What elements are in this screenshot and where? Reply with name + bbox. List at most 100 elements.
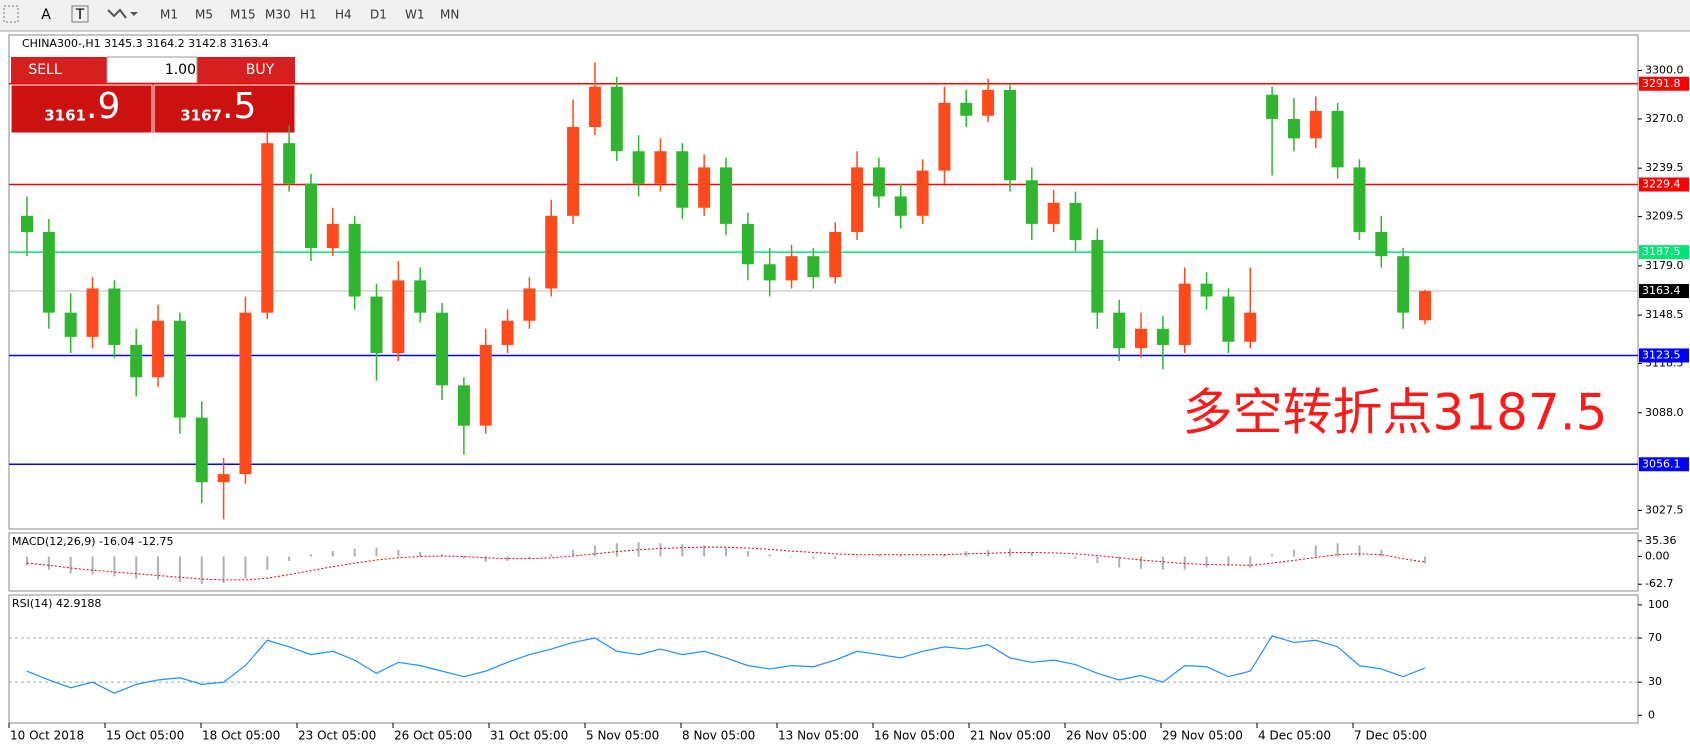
x-tick-label: 21 Nov 05:00: [970, 729, 1051, 743]
trade-panel: SELL BUY 1.00 3161 .9 3167 .5: [10, 56, 296, 134]
candle-body: [1025, 180, 1038, 224]
x-tick-label: 5 Nov 05:00: [586, 729, 659, 743]
candle-body: [1069, 202, 1082, 241]
rsi-tick-label: 70: [1648, 631, 1662, 644]
level-tag: [1639, 348, 1689, 363]
lot-value: 1.00: [165, 62, 196, 78]
sell-price-pip: .9: [86, 86, 120, 127]
candle-body: [720, 167, 732, 224]
x-tick-label: 26 Oct 05:00: [394, 729, 472, 743]
candle-body: [545, 215, 558, 289]
x-tick-label: 16 Nov 05:00: [874, 729, 955, 743]
buy-price-box[interactable]: [153, 84, 296, 134]
shapes-icon[interactable]: [107, 8, 127, 19]
buy-label: BUY: [246, 62, 275, 78]
x-tick-label: 10 Oct 2018: [10, 729, 84, 743]
crosshair-icon[interactable]: [3, 5, 19, 23]
toolbar: [0, 0, 1690, 31]
toolbar-button[interactable]: A: [41, 7, 51, 23]
candle-body: [632, 151, 645, 184]
candle-body: [916, 170, 929, 216]
level-tag: [1639, 76, 1689, 91]
timeframe-button[interactable]: M30: [265, 8, 291, 22]
candle-body: [741, 223, 754, 265]
candle-body: [1047, 202, 1060, 224]
buy-button[interactable]: [197, 57, 295, 83]
candle-body: [807, 256, 820, 278]
candle-body: [457, 385, 470, 426]
timeframe-button[interactable]: H1: [300, 8, 317, 22]
candle-body: [501, 320, 514, 345]
timeframe-button[interactable]: MN: [440, 8, 459, 22]
y-tick-label: 3179.0: [1645, 259, 1684, 272]
candle-body: [1200, 283, 1213, 297]
candle-body: [676, 151, 689, 208]
candle-body: [130, 344, 143, 378]
x-tick-label: 13 Nov 05:00: [778, 729, 859, 743]
candle-body: [436, 312, 449, 386]
candle-body: [108, 288, 121, 345]
candle-body: [763, 264, 776, 281]
candle-body: [21, 215, 33, 232]
candle-body: [982, 89, 995, 116]
macd-signal: [26, 546, 1426, 581]
dropdown-arrow[interactable]: [130, 12, 138, 16]
timeframe-button[interactable]: W1: [405, 8, 425, 22]
timeframe-button[interactable]: M1: [160, 8, 178, 22]
macd-tick-label: 0.00: [1645, 549, 1670, 562]
x-tick-label: 31 Oct 05:00: [490, 729, 568, 743]
level-label: 3123.5: [1642, 348, 1681, 361]
x-tick-label: 29 Nov 05:00: [1162, 729, 1243, 743]
sell-price-box[interactable]: [10, 84, 153, 134]
rsi-tick-label: 0: [1648, 708, 1655, 721]
candle-body: [1287, 118, 1300, 139]
candle-body: [392, 280, 405, 354]
level-label: 3291.8: [1642, 77, 1681, 90]
level-label: 3229.4: [1642, 177, 1681, 190]
candle-body: [195, 417, 208, 483]
candle-body: [1113, 312, 1126, 349]
candle-body: [239, 312, 252, 475]
y-tick-label: 3270.0: [1645, 112, 1684, 125]
candle-body: [1353, 167, 1366, 232]
level-tag: [1639, 457, 1689, 472]
toolbar-button[interactable]: T: [75, 7, 85, 23]
y-tick-label: 3088.0: [1645, 406, 1684, 419]
rsi-panel: [8, 594, 1639, 724]
timeframe-button[interactable]: M5: [195, 8, 213, 22]
candle-body: [1419, 291, 1431, 321]
toolbar-icons: [3, 5, 138, 23]
candle-body: [1397, 256, 1410, 313]
timeframe-button[interactable]: M15: [230, 8, 256, 22]
text-label-icon[interactable]: [71, 5, 89, 23]
candle-body: [960, 102, 973, 116]
sell-button[interactable]: [11, 57, 107, 83]
candle-body: [654, 151, 667, 184]
candle-body: [217, 474, 230, 483]
annotation: 多空转折点3187.5: [1183, 384, 1608, 442]
candle-body: [1331, 110, 1344, 168]
candle-body: [261, 143, 274, 313]
y-tick-label: 3209.5: [1645, 210, 1684, 223]
timeframe-button[interactable]: H4: [335, 8, 352, 22]
x-tick-label: 7 Dec 05:00: [1354, 729, 1427, 743]
candle-body: [173, 320, 186, 418]
x-tick-label: 23 Oct 05:00: [298, 729, 376, 743]
candle-body: [1244, 312, 1257, 342]
candle-body: [872, 167, 885, 197]
x-tick-label: 15 Oct 05:00: [106, 729, 184, 743]
rsi-tick-label: 30: [1648, 675, 1662, 688]
lot-input[interactable]: [106, 56, 198, 84]
candle-body: [938, 102, 951, 171]
candle-body: [1135, 328, 1148, 349]
x-tick-label: 26 Nov 05:00: [1066, 729, 1147, 743]
timeframe-button[interactable]: D1: [370, 8, 387, 22]
candle-body: [1091, 240, 1104, 313]
macd-tick-label: -62.7: [1645, 577, 1673, 590]
y-tick-label: 3300.0: [1645, 64, 1684, 77]
level-tag: [1639, 245, 1689, 260]
candle-body: [1222, 296, 1235, 342]
candle-body: [86, 288, 99, 337]
candle-body: [326, 223, 339, 249]
